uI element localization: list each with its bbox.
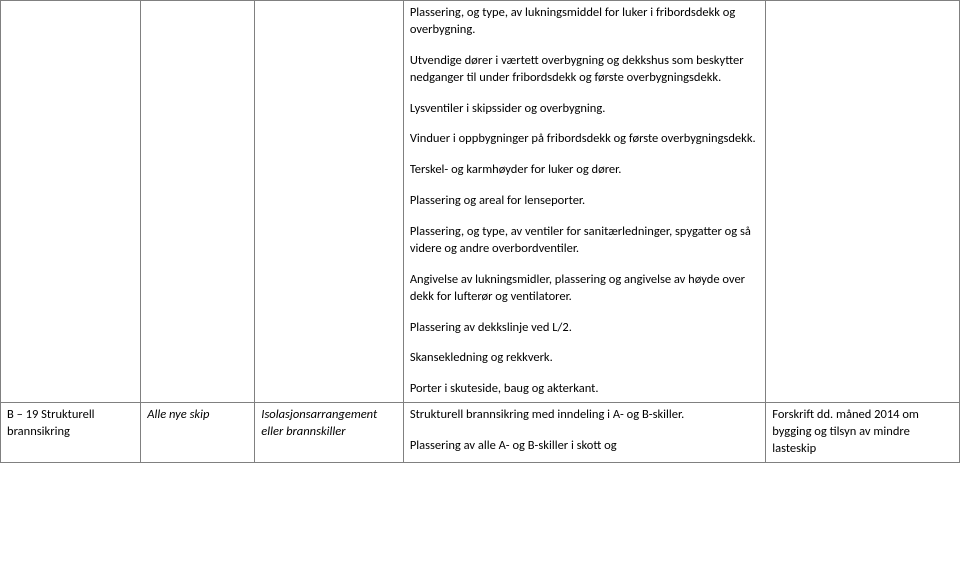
document-table: Plassering, og type, av lukningsmiddel f… <box>0 0 960 463</box>
cell-description: Plassering, og type, av lukningsmiddel f… <box>403 1 765 403</box>
table-row: B – 19 Strukturell brannsikring Alle nye… <box>1 403 960 463</box>
cell-scope-text: Alle nye skip <box>147 407 209 422</box>
para: Angivelse av lukningsmidler, plassering … <box>410 272 759 306</box>
para: Plassering av dekkslinje ved L/2. <box>410 320 759 337</box>
para: Plassering, og type, av ventiler for san… <box>410 224 759 258</box>
para: Plassering og areal for lenseporter. <box>410 193 759 210</box>
para: Utvendige dører i værtett overbygning og… <box>410 53 759 87</box>
cell-arrangement: Isolasjonsarrangement eller brannskiller <box>255 403 404 463</box>
para: Porter i skuteside, baug og akterkant. <box>410 381 759 398</box>
para: Skansekledning og rekkverk. <box>410 350 759 367</box>
cell-description: Strukturell brannsikring med inndeling i… <box>403 403 765 463</box>
para: Terskel- og karmhøyder for luker og døre… <box>410 162 759 179</box>
cell-code: B – 19 Strukturell brannsikring <box>1 403 141 463</box>
cell-code <box>1 1 141 403</box>
cell-scope <box>141 1 255 403</box>
para: Lysventiler i skipssider og overbygning. <box>410 101 759 118</box>
cell-scope: Alle nye skip <box>141 403 255 463</box>
para: Plassering, og type, av lukningsmiddel f… <box>410 5 759 39</box>
para: Strukturell brannsikring med inndeling i… <box>410 407 759 424</box>
para: Vinduer i oppbygninger på fribordsdekk o… <box>410 131 759 148</box>
para: Plassering av alle A- og B-skiller i sko… <box>410 438 759 455</box>
table-row: Plassering, og type, av lukningsmiddel f… <box>1 1 960 403</box>
cell-ref <box>766 1 960 403</box>
cell-ref: Forskrift dd. måned 2014 om bygging og t… <box>766 403 960 463</box>
cell-arrangement <box>255 1 404 403</box>
cell-arrangement-text: Isolasjonsarrangement eller brannskiller <box>261 407 377 439</box>
